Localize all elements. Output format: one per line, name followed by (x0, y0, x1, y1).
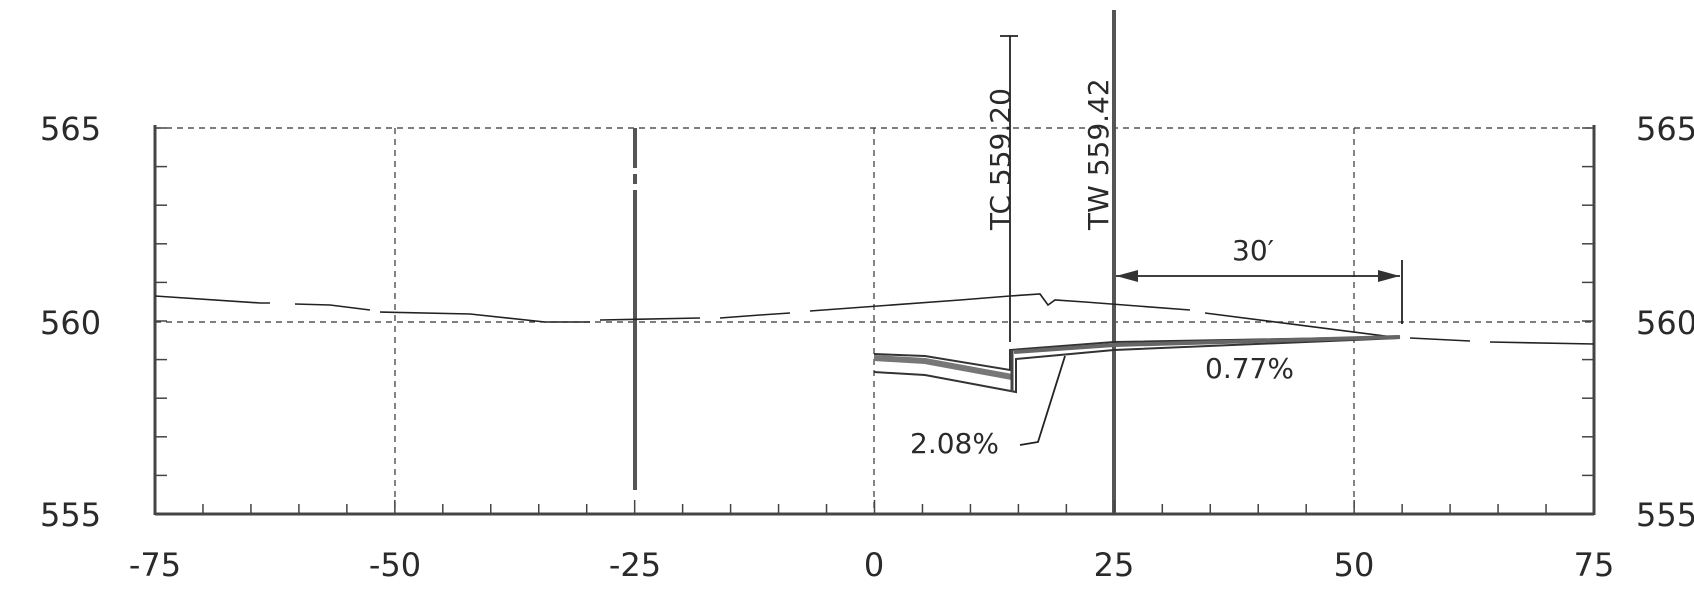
proposed-bottom-edge (873, 337, 1401, 394)
ground-line-f (809, 295, 1011, 312)
arrowhead-right (1378, 270, 1400, 282)
y-tick-right-555: 555 (1636, 496, 1694, 534)
station-callouts: TC 559.20 TW 559.42 (984, 35, 1115, 342)
x-tick-neg50: -50 (369, 546, 421, 584)
slope-left-label: 2.08% (910, 427, 999, 460)
grid (155, 127, 1594, 513)
arrowhead-left (1116, 270, 1138, 282)
distance-label: 30′ (1232, 234, 1274, 267)
proposed-section (873, 335, 1401, 394)
y-axis-right: 565 560 555 (1636, 110, 1694, 534)
slope-right-label: 0.77% (1205, 352, 1294, 385)
y-tick-560: 560 (40, 304, 101, 342)
x-tick-25: 25 (1094, 546, 1135, 584)
proposed-top-edge (873, 336, 1401, 372)
slope-callouts: 0.77% 2.08% (910, 352, 1294, 460)
ground-line-i (1409, 337, 1471, 342)
x-tick-50: 50 (1334, 546, 1375, 584)
x-tick-neg75: -75 (129, 546, 181, 584)
y-axis-left: 565 560 555 (40, 110, 101, 534)
x-axis: -75 -50 -25 0 25 50 75 (129, 546, 1614, 584)
existing-ground-profile (154, 293, 1595, 345)
ground-line-a (154, 295, 270, 304)
ground-line-j (1489, 341, 1595, 345)
x-tick-0: 0 (864, 546, 884, 584)
tw-label: TW 559.42 (1082, 78, 1115, 231)
ground-line-d (599, 317, 701, 321)
ground-line-b (294, 303, 371, 311)
y-tick-right-565: 565 (1636, 110, 1694, 148)
y-tick-right-560: 560 (1636, 304, 1694, 342)
dimension-30ft: 30′ (1116, 234, 1403, 324)
ground-line-h (1204, 312, 1401, 339)
ground-line-g (1009, 293, 1191, 311)
ground-line-c (379, 311, 590, 323)
x-tick-neg25: -25 (609, 546, 661, 584)
slope-left-leader (1019, 355, 1066, 446)
y-tick-555: 555 (40, 496, 101, 534)
walk-fill (1013, 335, 1401, 354)
x-tick-75: 75 (1574, 546, 1615, 584)
y-tick-565: 565 (40, 110, 101, 148)
tick-marks (154, 127, 1595, 515)
curb-fill (873, 355, 1013, 380)
tc-label: TC 559.20 (984, 88, 1017, 231)
ground-line-e (719, 312, 791, 319)
